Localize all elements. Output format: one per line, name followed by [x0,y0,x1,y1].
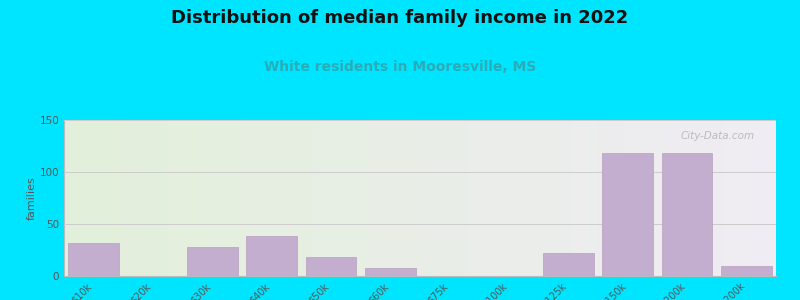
Bar [69,243,119,276]
Bar [187,247,238,276]
Bar [721,266,771,276]
Bar [365,268,415,276]
Text: White residents in Mooresville, MS: White residents in Mooresville, MS [264,60,536,74]
Text: Distribution of median family income in 2022: Distribution of median family income in … [171,9,629,27]
Y-axis label: families: families [26,176,37,220]
Bar [662,153,712,276]
Bar [602,153,653,276]
Bar [306,257,356,276]
Bar [246,236,297,276]
Bar [543,253,594,276]
Text: City-Data.com: City-Data.com [681,131,754,141]
